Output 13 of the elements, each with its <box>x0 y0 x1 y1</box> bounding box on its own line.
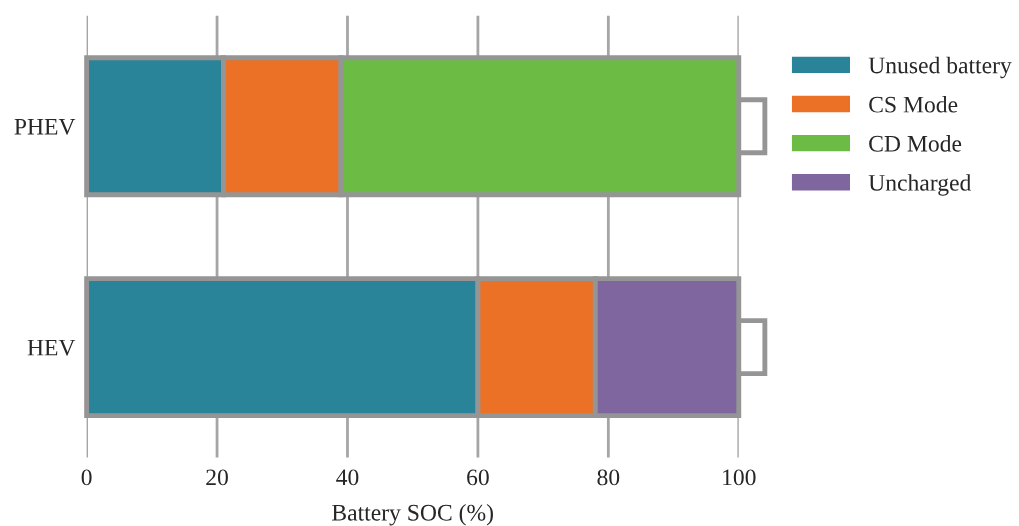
y-tick-label: HEV <box>27 339 76 356</box>
x-axis-title: Battery SOC (%) <box>332 504 493 526</box>
legend-label: CS Mode <box>869 95 958 113</box>
legend-label: Uncharged <box>868 174 972 196</box>
x-tick-label: 40 <box>336 469 359 486</box>
x-tick-label: 60 <box>467 469 489 486</box>
x-tick-label: 20 <box>206 469 228 486</box>
x-tick-label: 0 <box>81 469 92 486</box>
legend-label: Unused battery <box>868 56 1012 79</box>
x-tick-label: 100 <box>723 469 756 486</box>
x-tick-label: 80 <box>597 469 620 486</box>
y-tick-label: PHEV <box>14 118 76 135</box>
legend-label: CD Mode <box>869 135 962 152</box>
